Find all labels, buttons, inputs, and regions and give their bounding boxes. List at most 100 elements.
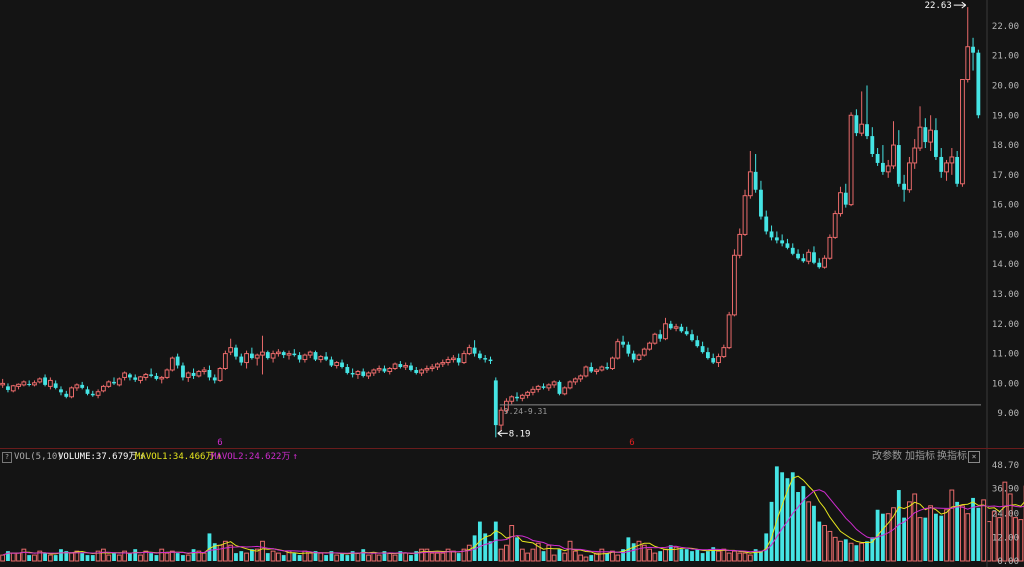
candle-body bbox=[234, 347, 238, 357]
volume-bar bbox=[191, 549, 196, 561]
volume-bar bbox=[350, 551, 355, 561]
volume-bar bbox=[37, 550, 43, 562]
candle-body bbox=[780, 240, 785, 244]
candle-body bbox=[143, 373, 149, 378]
volume-bar bbox=[572, 550, 578, 562]
volume-bar bbox=[409, 555, 413, 561]
candle-body bbox=[902, 183, 907, 190]
candle-body bbox=[472, 347, 477, 354]
volume-bar bbox=[509, 525, 515, 562]
candle-body bbox=[112, 381, 116, 384]
volume-bar bbox=[700, 553, 705, 561]
change-params-button[interactable]: 改参数 bbox=[872, 451, 902, 462]
volume-bar bbox=[435, 552, 440, 562]
candle-body bbox=[971, 46, 975, 53]
candle-body bbox=[307, 351, 313, 356]
volume-bar bbox=[764, 533, 769, 561]
marker-label: 6 bbox=[629, 438, 634, 448]
volume-bar bbox=[169, 550, 175, 562]
candle-body bbox=[64, 393, 69, 397]
candle-body bbox=[329, 359, 334, 366]
volume-bar bbox=[297, 555, 302, 561]
switch-indicator-button[interactable]: 换指标 bbox=[937, 451, 967, 462]
volume-bar bbox=[318, 552, 324, 562]
volume-bar bbox=[716, 550, 721, 562]
volume-bar bbox=[106, 554, 112, 562]
candle-body bbox=[859, 123, 865, 134]
candle-body bbox=[376, 367, 382, 371]
volume-bar bbox=[143, 550, 149, 562]
candle-body bbox=[466, 347, 472, 355]
volume-bar bbox=[100, 548, 106, 562]
close-icon[interactable]: × bbox=[968, 451, 980, 463]
candle-body bbox=[668, 323, 673, 329]
volume-bar bbox=[440, 552, 446, 562]
volume-moving-averages bbox=[2, 475, 1024, 556]
volume-bar bbox=[461, 548, 467, 562]
candle-body bbox=[201, 369, 207, 372]
volume-bar bbox=[149, 553, 154, 561]
candle-body bbox=[535, 385, 541, 390]
volume-bar bbox=[971, 497, 975, 561]
candle-body bbox=[116, 378, 122, 386]
candle-body bbox=[6, 386, 10, 390]
help-button[interactable]: ? bbox=[2, 452, 12, 463]
high-price-label: 22.63 bbox=[925, 1, 952, 11]
candle-body bbox=[477, 353, 482, 359]
candle-body bbox=[949, 156, 955, 164]
candle-body bbox=[636, 354, 642, 361]
candle-body bbox=[138, 376, 143, 381]
volume-bar bbox=[0, 554, 6, 562]
candle-body bbox=[10, 385, 16, 392]
volume-bar bbox=[934, 513, 938, 561]
candle-body bbox=[21, 381, 27, 386]
candle-body bbox=[74, 384, 80, 389]
candle-body bbox=[827, 236, 833, 259]
volume-bar bbox=[753, 549, 758, 561]
candle-body bbox=[567, 381, 573, 389]
candle-body bbox=[361, 371, 366, 376]
candle-body bbox=[732, 254, 737, 316]
volume-bar bbox=[817, 521, 822, 561]
volume-bar bbox=[891, 507, 896, 562]
volume-bar bbox=[769, 501, 774, 561]
volume-bar bbox=[387, 552, 393, 562]
volume-bar bbox=[673, 546, 679, 562]
volume-bar bbox=[519, 548, 525, 562]
candle-body bbox=[128, 374, 132, 378]
volume-bar bbox=[848, 542, 854, 562]
candle-body bbox=[955, 156, 960, 184]
volume-bar bbox=[546, 544, 552, 562]
candle-body bbox=[509, 396, 515, 402]
volume-bar bbox=[1013, 517, 1018, 562]
candle-body bbox=[429, 366, 435, 369]
volume-bar bbox=[361, 549, 366, 561]
price-tick-label: 17.00 bbox=[992, 171, 1019, 181]
candle-body bbox=[525, 391, 531, 396]
volume-bar bbox=[419, 548, 424, 562]
candle-body bbox=[848, 114, 854, 206]
candle-body bbox=[222, 353, 228, 369]
volume-value: VOLUME:37.679万 ↑ bbox=[58, 452, 145, 462]
candle-body bbox=[100, 385, 106, 392]
volume-bar bbox=[605, 553, 610, 561]
candle-body bbox=[324, 356, 329, 360]
price-annotations: 22.63 8.19 9.24-9.31 6 6 bbox=[217, 1, 981, 448]
candle-body bbox=[870, 136, 875, 154]
volume-tick-label: 0.00 bbox=[997, 557, 1019, 567]
volume-bar bbox=[551, 554, 557, 562]
volume-bar bbox=[530, 548, 536, 562]
candle-body bbox=[764, 216, 769, 232]
volume-bar bbox=[53, 555, 58, 561]
price-tick-label: 18.00 bbox=[992, 141, 1019, 151]
volume-bar bbox=[917, 517, 923, 562]
candle-body bbox=[0, 382, 6, 386]
mavol1-value: MAVOL1:34.466万 ↑ bbox=[135, 452, 222, 462]
low-price-label: 8.19 bbox=[509, 429, 531, 439]
volume-bar bbox=[222, 540, 228, 562]
add-indicator-button[interactable]: 加指标 bbox=[905, 451, 935, 462]
volume-bar bbox=[32, 554, 37, 562]
candle-body bbox=[493, 380, 498, 426]
price-tick-label: 16.00 bbox=[992, 201, 1019, 211]
